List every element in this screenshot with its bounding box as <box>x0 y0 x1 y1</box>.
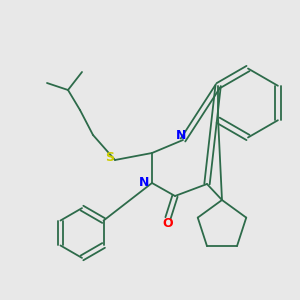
Text: N: N <box>139 176 150 190</box>
Text: O: O <box>163 217 173 230</box>
Text: N: N <box>176 129 187 142</box>
Text: S: S <box>105 151 114 164</box>
